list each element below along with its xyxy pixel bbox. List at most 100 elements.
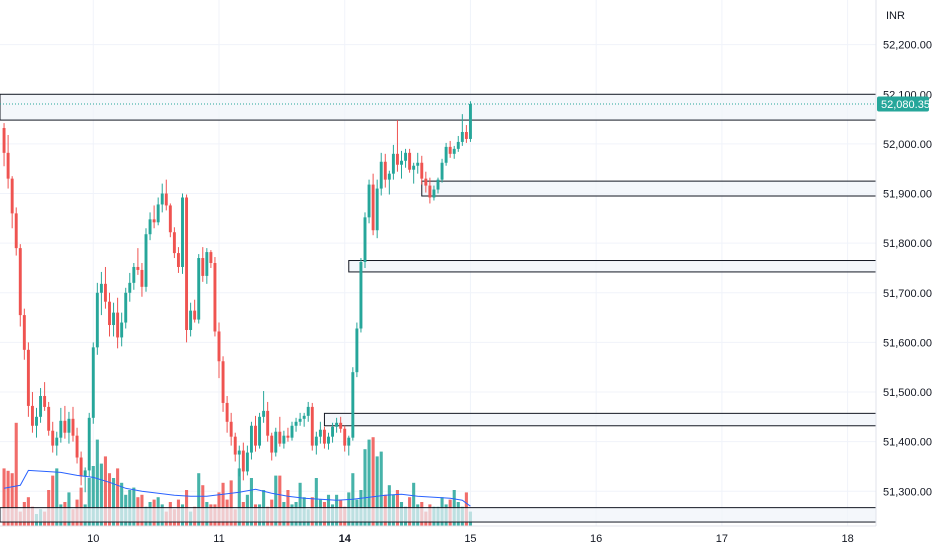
candle-body — [95, 292, 99, 348]
candle-body — [10, 178, 14, 214]
zone-rect[interactable] — [323, 412, 877, 427]
candle-body — [375, 188, 379, 231]
candle-body — [87, 417, 91, 471]
price-axis[interactable]: 51,300.00 51,400.00 51,500.00 51,600.00 51,7… — [883, 40, 932, 499]
candle-body — [63, 420, 67, 433]
volume-bar — [107, 473, 112, 526]
price-tick-label: 51,800.00 — [883, 238, 932, 250]
price-tick-label: 51,500.00 — [883, 387, 932, 399]
candle-body — [26, 349, 30, 406]
volume-bar — [103, 456, 107, 526]
volume-bar — [249, 478, 253, 526]
zone-rectangles[interactable] — [0, 93, 877, 523]
volume-bar — [14, 422, 18, 526]
candle-body — [440, 162, 444, 180]
price-tick-label: 51,900.00 — [883, 189, 932, 201]
price-tick-label: 51,700.00 — [883, 288, 932, 300]
candle-body — [391, 153, 395, 174]
candle-body — [221, 361, 225, 403]
candle-body — [168, 205, 172, 233]
candle-body — [245, 452, 249, 472]
candle-body — [383, 161, 387, 180]
candle-body — [310, 406, 314, 446]
volume-bar — [221, 482, 225, 526]
candle-body — [302, 415, 306, 419]
candle-body — [274, 431, 278, 453]
candle-body — [318, 429, 322, 437]
candle-body — [205, 252, 209, 276]
candle-body — [140, 269, 144, 287]
candle-body — [270, 435, 274, 453]
candle-body — [306, 406, 310, 416]
candle-body — [278, 431, 282, 444]
candle-body — [172, 232, 176, 254]
candle-body — [79, 457, 83, 477]
time-tick-label: 10 — [87, 533, 99, 545]
zone-rect[interactable] — [0, 93, 877, 121]
candle-body — [290, 425, 294, 438]
candle-body — [448, 146, 452, 154]
candle-body — [6, 152, 10, 179]
candle-body — [237, 450, 241, 455]
volume-bar — [412, 482, 416, 526]
last-price-badge: 52,080.35 — [877, 96, 930, 112]
candle-body — [35, 416, 38, 426]
volume-moving-average — [4, 469, 471, 507]
zone-rect[interactable] — [421, 180, 877, 197]
candle-body — [363, 217, 367, 263]
candle-body — [128, 282, 132, 293]
candle-body — [144, 234, 148, 287]
candle-body — [404, 152, 408, 161]
candle-body — [347, 437, 351, 446]
candle-body — [327, 436, 330, 444]
time-tick-label: 14 — [339, 533, 352, 545]
volume-bar — [274, 475, 278, 526]
zone-rect[interactable] — [0, 507, 877, 523]
volume-bar — [116, 468, 120, 526]
candle-body — [213, 263, 217, 332]
volume-bar — [99, 463, 103, 526]
time-tick-label: 18 — [841, 533, 853, 545]
candle-body — [30, 405, 34, 426]
candle-body — [387, 173, 391, 180]
volume-bar — [379, 451, 383, 526]
time-axis[interactable]: 10 11 14 15 16 17 18 — [87, 533, 854, 545]
candle-body — [39, 395, 43, 417]
candle-body — [294, 421, 298, 426]
candle-body — [14, 213, 18, 249]
candle-body — [164, 193, 168, 206]
price-tick-label: 52,200.00 — [883, 40, 932, 52]
candle-body — [124, 292, 128, 323]
candle-body — [67, 418, 71, 433]
volume-bar — [375, 456, 379, 526]
candle-body — [136, 266, 140, 270]
candle-body — [266, 410, 270, 436]
candle-body — [91, 347, 95, 418]
last-price-badge-bg — [877, 96, 929, 112]
candle-body — [176, 253, 180, 267]
candle-body — [464, 131, 468, 139]
candle-body — [209, 252, 213, 263]
candle-body — [22, 315, 26, 350]
volume-bar — [237, 468, 241, 526]
candle-body — [367, 184, 371, 218]
zone-rect[interactable] — [348, 260, 877, 273]
volume-bar — [79, 487, 83, 526]
candle-body — [460, 131, 464, 142]
candle-body — [322, 429, 326, 444]
candle-body — [456, 141, 460, 149]
candle-body — [432, 189, 436, 198]
volume-bar — [278, 475, 282, 526]
candle-body — [335, 422, 339, 427]
candle-body — [262, 410, 266, 417]
candle-body — [55, 437, 59, 446]
candle-body — [156, 204, 160, 223]
volume-bar — [229, 480, 233, 526]
candle-body — [59, 420, 63, 438]
candle-body — [371, 184, 375, 231]
candle-body — [189, 310, 193, 330]
candle-body — [201, 258, 205, 276]
price-tick-label: 51,600.00 — [883, 337, 932, 349]
